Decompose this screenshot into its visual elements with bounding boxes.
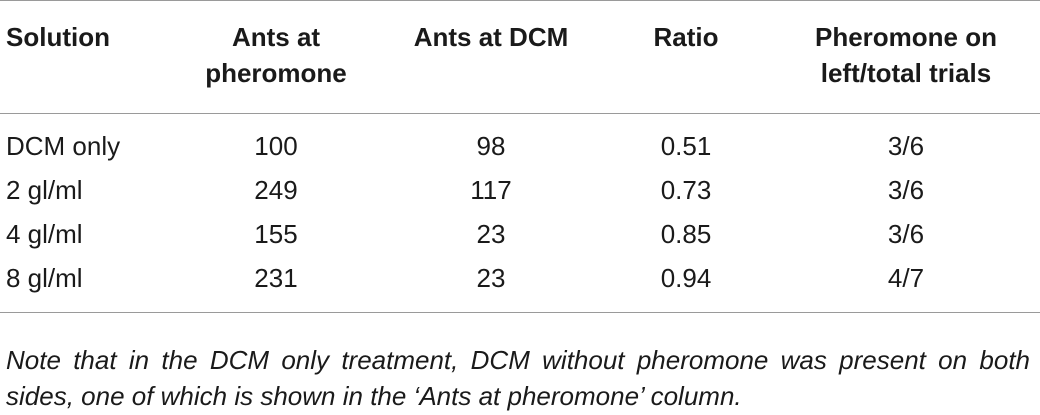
- table-row: 8 gl/ml 231 23 0.94 4/7: [0, 256, 1040, 313]
- cell-ants-at-dcm: 117: [470, 175, 512, 205]
- table-row: 2 gl/ml 249 117 0.73 3/6: [0, 168, 1040, 212]
- cell-solution: 2 gl/ml: [6, 175, 83, 205]
- cell-solution: DCM only: [6, 131, 121, 161]
- cell-ants-at-pheromone: 231: [176, 256, 376, 313]
- header-solution: Solution: [0, 0, 176, 114]
- cell-pheromone-left-total: 3/6: [887, 175, 925, 205]
- cell-ratio: 0.94: [606, 256, 766, 313]
- table-footnote: Note that in the DCM only treatment, DCM…: [6, 345, 1030, 411]
- cell-ants-at-dcm: 23: [476, 219, 506, 249]
- cell-ants-at-pheromone: 100: [254, 131, 298, 161]
- header-ratio: Ratio: [606, 0, 766, 114]
- cell-pheromone-left-total: 3/6: [887, 131, 925, 161]
- table-body: DCM only 100 98 0.51 3/6 2 gl/ml 249 117…: [0, 114, 1040, 313]
- header-ants-at-dcm: Ants at DCM: [376, 0, 606, 114]
- results-table: Solution Ants at pheromone Ants at DCM R…: [0, 0, 1040, 313]
- header-row: Solution Ants at pheromone Ants at DCM R…: [0, 0, 1040, 114]
- table-row: 4 gl/ml 155 23 0.85 3/6: [0, 212, 1040, 256]
- cell-ants-at-dcm: 23: [376, 256, 606, 313]
- cell-pheromone-left-total: 4/7: [766, 256, 1040, 313]
- header-ants-at-pheromone: Ants at pheromone: [176, 0, 376, 114]
- cell-solution: 8 gl/ml: [0, 256, 176, 313]
- cell-ratio: 0.51: [660, 131, 712, 161]
- table-row: DCM only 100 98 0.51 3/6: [0, 114, 1040, 169]
- cell-ratio: 0.73: [660, 175, 712, 205]
- table-header: Solution Ants at pheromone Ants at DCM R…: [0, 0, 1040, 114]
- cell-ratio: 0.85: [660, 219, 712, 249]
- header-pheromone-left-total: Pheromone on left/total trials: [766, 0, 1040, 114]
- cell-ants-at-dcm: 98: [476, 131, 506, 161]
- cell-ants-at-pheromone: 249: [254, 175, 298, 205]
- data-table-container: Solution Ants at pheromone Ants at DCM R…: [0, 0, 1040, 313]
- cell-solution: 4 gl/ml: [6, 219, 83, 249]
- cell-pheromone-left-total: 3/6: [887, 219, 925, 249]
- cell-ants-at-pheromone: 155: [254, 219, 298, 249]
